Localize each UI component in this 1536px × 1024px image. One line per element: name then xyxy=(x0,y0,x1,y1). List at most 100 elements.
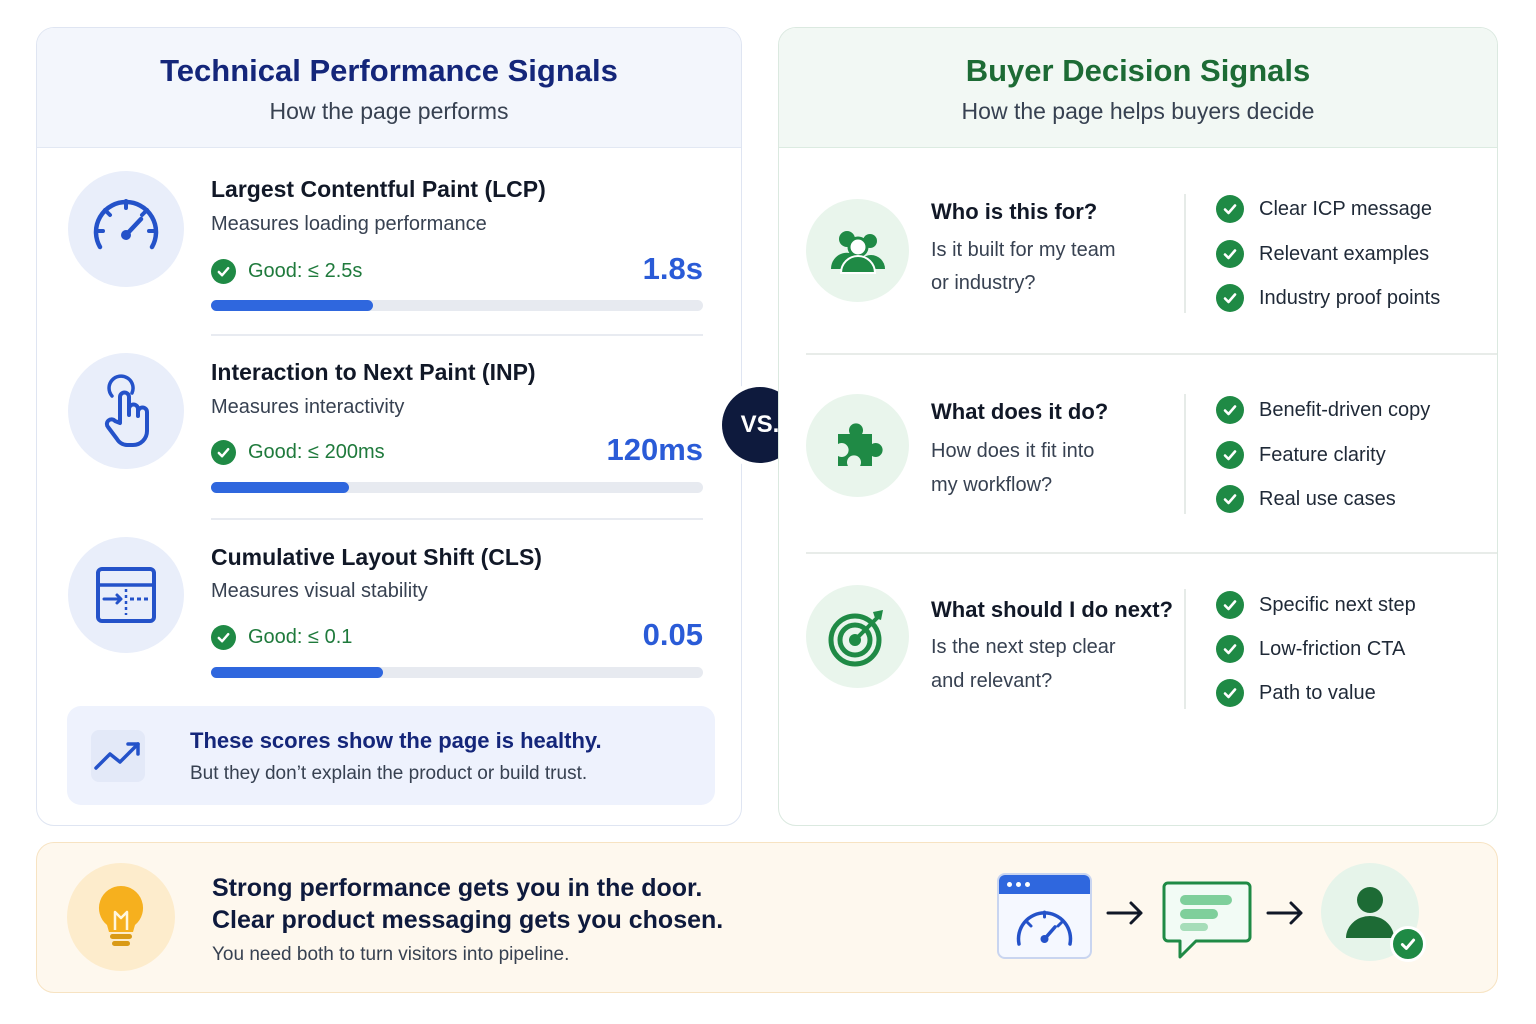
buyer-decision-panel: Buyer Decision Signals How the page help… xyxy=(778,27,1498,826)
question-line: Is the next step clear xyxy=(931,636,1116,658)
question-line: or industry? xyxy=(931,272,1036,294)
question-separator xyxy=(806,552,1497,554)
buyer-panel-header: Buyer Decision Signals How the page help… xyxy=(779,28,1497,148)
checklist-item-text: Low-friction CTA xyxy=(1259,637,1406,660)
check-icon xyxy=(1216,441,1244,469)
checklist-item-text: Feature clarity xyxy=(1259,443,1386,466)
check-icon xyxy=(1216,591,1244,619)
metric-value: 1.8s xyxy=(642,251,703,286)
checklist-item-text: Path to value xyxy=(1259,681,1376,704)
checklist-item: Path to value xyxy=(1216,678,1376,708)
target-icon xyxy=(806,585,909,688)
question-title: Who is this for? xyxy=(931,199,1098,224)
technical-panel-subtitle: How the page performs xyxy=(269,98,509,124)
metric-threshold-text: Good: ≤ 0.1 xyxy=(248,625,353,648)
question-what-does-it-do: What does it do? How does it fit into my… xyxy=(779,368,1497,548)
banner-headline-2: Clear product messaging gets you chosen. xyxy=(212,906,724,934)
banner-headline-1: Strong performance gets you in the door. xyxy=(212,874,703,902)
metric-progress-fill xyxy=(211,300,374,311)
technical-performance-panel: Technical Performance Signals How the pa… xyxy=(36,27,742,826)
checklist-item: Clear ICP message xyxy=(1216,194,1432,224)
puzzle-icon xyxy=(806,394,909,497)
metric-title: Largest Contentful Paint (LCP) xyxy=(211,176,546,202)
check-badge-icon xyxy=(1390,926,1426,962)
browser-bar xyxy=(999,875,1090,894)
checklist-item: Benefit-driven copy xyxy=(1216,395,1430,425)
check-icon xyxy=(1216,195,1244,223)
question-line: How does it fit into xyxy=(931,440,1095,462)
check-icon xyxy=(1216,679,1244,707)
buyer-panel-subtitle: How the page helps buyers decide xyxy=(961,98,1315,124)
technical-panel-title: Technical Performance Signals xyxy=(160,53,618,88)
metric-cls: Cumulative Layout Shift (CLS) Measures v… xyxy=(37,526,741,696)
metric-description: Measures interactivity xyxy=(211,396,405,418)
question-separator xyxy=(806,353,1497,355)
speedometer-icon xyxy=(68,171,184,287)
note-title: These scores show the page is healthy. xyxy=(190,728,602,753)
chat-icon xyxy=(1162,879,1252,966)
question-divider xyxy=(1184,394,1186,514)
checklist-item: Relevant examples xyxy=(1216,239,1429,269)
checklist-item: Specific next step xyxy=(1216,590,1416,620)
question-divider xyxy=(1184,589,1186,709)
check-icon xyxy=(211,258,236,284)
checklist-item: Real use cases xyxy=(1216,484,1396,514)
metric-progress-bar xyxy=(211,667,703,678)
question-divider xyxy=(1184,194,1186,313)
metric-divider xyxy=(211,518,703,520)
question-what-next: What should I do next? Is the next step … xyxy=(779,566,1497,746)
browser-speed-icon xyxy=(997,873,1092,959)
metric-inp: Interaction to Next Paint (INP) Measures… xyxy=(37,341,741,511)
metric-divider xyxy=(211,334,703,336)
metric-progress-fill xyxy=(211,667,384,678)
metric-title: Cumulative Layout Shift (CLS) xyxy=(211,544,542,570)
people-icon xyxy=(806,199,909,302)
check-icon xyxy=(211,439,236,465)
check-icon xyxy=(1216,240,1244,268)
checklist-item-text: Relevant examples xyxy=(1259,242,1430,265)
question-title: What does it do? xyxy=(931,399,1109,424)
checklist-item: Low-friction CTA xyxy=(1216,634,1405,664)
checklist-item-text: Real use cases xyxy=(1259,487,1396,510)
banner-subtext: You need both to turn visitors into pipe… xyxy=(212,944,570,965)
layout-shift-icon xyxy=(68,537,184,653)
check-icon xyxy=(1216,485,1244,513)
check-icon xyxy=(211,624,236,650)
metric-threshold: Good: ≤ 2.5s xyxy=(211,258,362,284)
metric-lcp: Largest Contentful Paint (LCP) Measures … xyxy=(37,158,741,328)
question-line: Is it built for my team xyxy=(931,239,1116,261)
technical-panel-header: Technical Performance Signals How the pa… xyxy=(37,28,741,148)
metric-progress-fill xyxy=(211,482,349,493)
metric-threshold: Good: ≤ 0.1 xyxy=(211,624,352,650)
arrow-right-icon xyxy=(1265,898,1305,933)
metric-title: Interaction to Next Paint (INP) xyxy=(211,359,536,385)
metric-description: Measures visual stability xyxy=(211,580,428,602)
question-line: my workflow? xyxy=(931,474,1053,496)
summary-banner: Strong performance gets you in the door.… xyxy=(36,842,1498,993)
metric-threshold: Good: ≤ 200ms xyxy=(211,439,385,465)
check-icon xyxy=(1216,635,1244,663)
check-icon xyxy=(1216,284,1244,312)
checklist-item-text: Benefit-driven copy xyxy=(1259,398,1431,421)
trend-up-icon xyxy=(91,730,145,782)
metric-description: Measures loading performance xyxy=(211,213,487,235)
note-subtitle: But they don’t explain the product or bu… xyxy=(190,763,588,784)
checklist-item-text: Specific next step xyxy=(1259,593,1416,616)
health-note: These scores show the page is healthy. B… xyxy=(67,706,715,805)
metric-value: 120ms xyxy=(606,432,703,467)
lightbulb-icon xyxy=(67,863,175,971)
pointer-hand-icon xyxy=(68,353,184,469)
checklist-item: Feature clarity xyxy=(1216,440,1386,470)
check-icon xyxy=(1216,396,1244,424)
metric-progress-bar xyxy=(211,300,703,311)
metric-threshold-text: Good: ≤ 2.5s xyxy=(248,259,363,282)
metric-threshold-text: Good: ≤ 200ms xyxy=(248,440,385,463)
metric-progress-bar xyxy=(211,482,703,493)
checklist-item-text: Industry proof points xyxy=(1259,286,1441,309)
question-title: What should I do next? xyxy=(931,597,1173,622)
arrow-right-icon xyxy=(1105,898,1145,933)
checklist-item-text: Clear ICP message xyxy=(1259,197,1433,220)
checklist-item: Industry proof points xyxy=(1216,283,1440,313)
question-line: and relevant? xyxy=(931,670,1053,692)
question-who-is-this-for: Who is this for? Is it built for my team… xyxy=(779,168,1497,348)
